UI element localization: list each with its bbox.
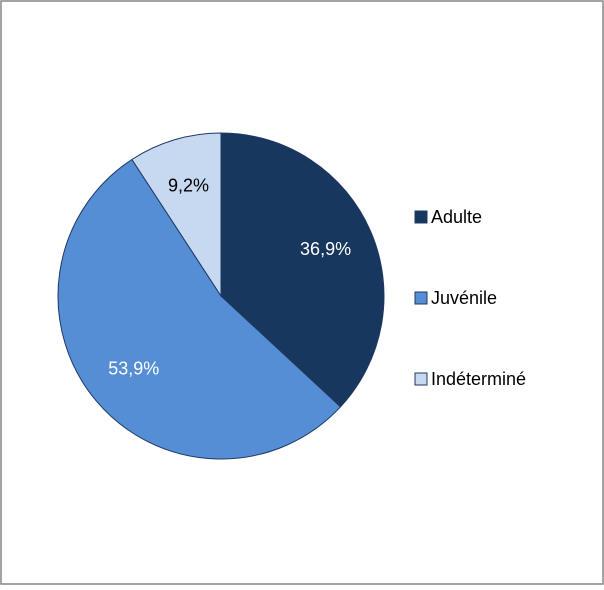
- legend-swatch: [414, 210, 428, 224]
- legend-swatch: [414, 291, 428, 305]
- pie-slice: [57, 158, 342, 460]
- pie-slice: [220, 132, 385, 408]
- legend-label: Adulte: [431, 207, 482, 227]
- legend-label: Indéterminé: [431, 369, 526, 389]
- data-label: 9,2%: [168, 175, 209, 195]
- legend-swatch: [414, 372, 428, 386]
- legend-label: Juvénile: [431, 288, 497, 308]
- pie-slice: [131, 132, 222, 298]
- data-label: 36,9%: [300, 239, 351, 259]
- data-label: 53,9%: [108, 358, 159, 378]
